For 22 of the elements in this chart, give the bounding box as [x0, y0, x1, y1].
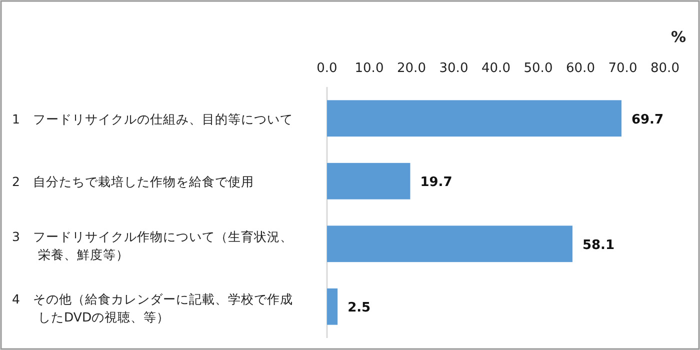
bar — [327, 100, 622, 137]
x-axis-title: % — [670, 28, 686, 46]
x-tick-label: 0.0 — [316, 61, 338, 76]
x-tick-label: 20.0 — [397, 61, 426, 76]
y-tick-label: 1 フードリサイクルの仕組み、目的等について — [12, 111, 293, 126]
x-tick-label: 80.0 — [650, 61, 680, 76]
bar — [327, 162, 410, 200]
data-label: 19.7 — [420, 175, 452, 190]
y-tick-label: 4 その他（給食カレンダーに記載、学校で作成したDVDの視聴、等） — [12, 292, 293, 325]
x-tick-label: 70.0 — [608, 61, 638, 76]
x-tick-label: 50.0 — [524, 61, 553, 76]
x-tick-label: 30.0 — [439, 61, 468, 76]
x-tick-label: 60.0 — [566, 61, 595, 76]
y-tick-label: 2 自分たちで栽培した作物を給食で使用 — [12, 174, 254, 190]
y-tick-label: 3 フードリサイクル作物について（生育状況、栄養、鮮度等） — [12, 228, 293, 262]
data-label: 69.7 — [631, 112, 664, 128]
bar — [327, 226, 572, 262]
bar — [327, 288, 338, 325]
x-tick-label: 40.0 — [482, 61, 510, 76]
data-label: 58.1 — [582, 238, 615, 253]
x-tick-label: 10.0 — [354, 61, 384, 76]
data-label: 2.5 — [348, 300, 371, 316]
